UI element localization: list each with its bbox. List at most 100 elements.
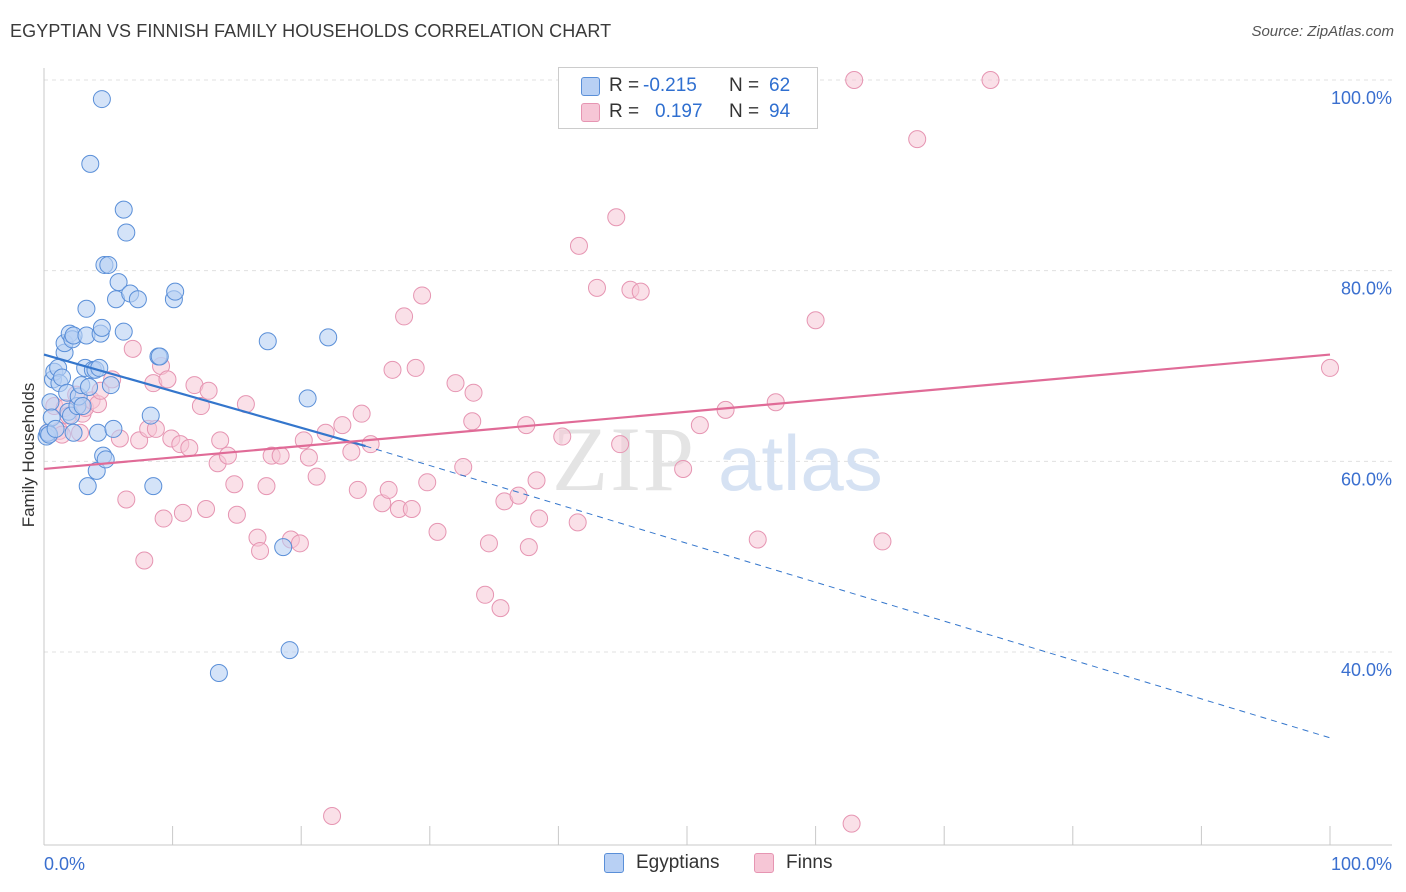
finns-point [553, 427, 572, 446]
finns-point [135, 551, 154, 570]
egyptians-point [117, 223, 136, 242]
egyptians-legend-swatch [604, 853, 624, 873]
egyptians-point [46, 419, 65, 438]
y-tick-label: 80.0% [1341, 279, 1392, 299]
trend-lines [43, 353, 1331, 739]
finns-point [299, 448, 318, 467]
finns-point [491, 599, 510, 618]
finns-point [476, 585, 495, 604]
egyptians-point [96, 450, 115, 469]
finns-point [428, 522, 447, 541]
y-axis-label: Family Households [19, 383, 38, 528]
egyptians-point [319, 328, 338, 347]
finns-point [463, 412, 482, 431]
finns-point [352, 404, 371, 423]
finns-point [158, 370, 177, 389]
finns-point [530, 509, 549, 528]
finns-point [569, 236, 588, 255]
finns-point [748, 530, 767, 549]
finns-point [631, 282, 650, 301]
egyptians-point [109, 273, 128, 292]
legend-r-label: R = [609, 75, 640, 96]
legend-r-value: 0.197 [655, 101, 703, 122]
axes [43, 68, 1392, 846]
finns-point [402, 500, 421, 518]
egyptians-swatch [581, 76, 600, 96]
tick-labels: 40.0% 60.0% 80.0% 100.0% 0.0% 100.0% [44, 88, 1392, 874]
watermark-atlas: atlas [718, 419, 883, 507]
finns-point [218, 446, 237, 465]
legend-n-value: 62 [769, 75, 791, 96]
egyptians-point [150, 347, 169, 366]
egyptians-point [89, 423, 108, 442]
finns-point [257, 477, 276, 496]
egyptians-point [258, 332, 277, 351]
finns-point [211, 431, 230, 450]
egyptians-trend-line [43, 353, 366, 448]
legend-r-value: -0.215 [643, 75, 697, 96]
finns-point [519, 538, 538, 557]
legend-item-egyptians[interactable]: Egyptians [604, 852, 719, 874]
egyptians-point [101, 376, 120, 395]
finns-point [1321, 358, 1339, 377]
finns-point [342, 442, 361, 461]
finns-point [454, 458, 473, 477]
finns-point [361, 435, 380, 454]
finns-point [418, 473, 437, 492]
finns-point [406, 358, 425, 377]
finns-point [333, 416, 352, 435]
finns-swatch [581, 102, 600, 122]
y-tick-label: 40.0% [1341, 660, 1392, 680]
finns-point [123, 339, 142, 358]
finns-point [197, 500, 216, 518]
finns-point [413, 286, 432, 305]
legend-n-label: N = [729, 75, 760, 96]
finns-point [845, 71, 864, 89]
finns-point [674, 459, 693, 478]
watermark-zip: ZIP [552, 408, 696, 510]
finns-point [611, 435, 630, 454]
legend-row-egyptians: R = -0.215 N = 62 [581, 74, 791, 98]
egyptians-point [128, 290, 147, 309]
finns-point [479, 534, 498, 553]
egyptians-point [209, 663, 228, 682]
y-tick-label: 60.0% [1341, 469, 1392, 489]
legend-r-label: R = [609, 101, 640, 122]
legend-row-finns: R = 0.197 N = 94 [581, 100, 791, 124]
legend-item-finns[interactable]: Finns [754, 852, 832, 874]
watermark: ZIP atlas [552, 408, 883, 510]
egyptians-point [99, 255, 118, 274]
series-legend: Egyptians Finns [0, 852, 1406, 876]
egyptians-point [80, 377, 99, 396]
egyptians-point [114, 322, 133, 341]
finns-point [348, 480, 367, 499]
finns-point [806, 311, 825, 330]
finns-point [587, 278, 606, 297]
finns-point [908, 130, 927, 149]
egyptians-point [92, 318, 111, 337]
egyptians-trend-extension [365, 445, 1331, 739]
egyptians-point [77, 299, 96, 318]
finns-point [290, 534, 309, 553]
correlation-legend: R = -0.215 N = 62 R = 0.197 N = 94 [558, 67, 818, 129]
finns-point [180, 438, 199, 457]
finns-legend-label: Finns [786, 852, 833, 873]
finns-point [117, 490, 136, 509]
finns-point [227, 505, 246, 524]
finns-point [690, 416, 709, 435]
x-tick-label: 0.0% [44, 854, 85, 874]
x-tick-label: 100.0% [1331, 854, 1392, 874]
egyptians-point [104, 419, 123, 438]
egyptians-point [280, 641, 299, 660]
finns-point [446, 374, 465, 393]
finns-point [509, 486, 528, 505]
legend-n-value: 94 [769, 101, 791, 122]
egyptians-point [73, 397, 92, 416]
y-tick-label: 100.0% [1331, 88, 1392, 108]
finns-point [981, 71, 1000, 89]
finns-point [154, 509, 173, 528]
egyptians-point [92, 90, 111, 109]
egyptians-point [274, 538, 293, 557]
egyptians-point [298, 389, 317, 408]
